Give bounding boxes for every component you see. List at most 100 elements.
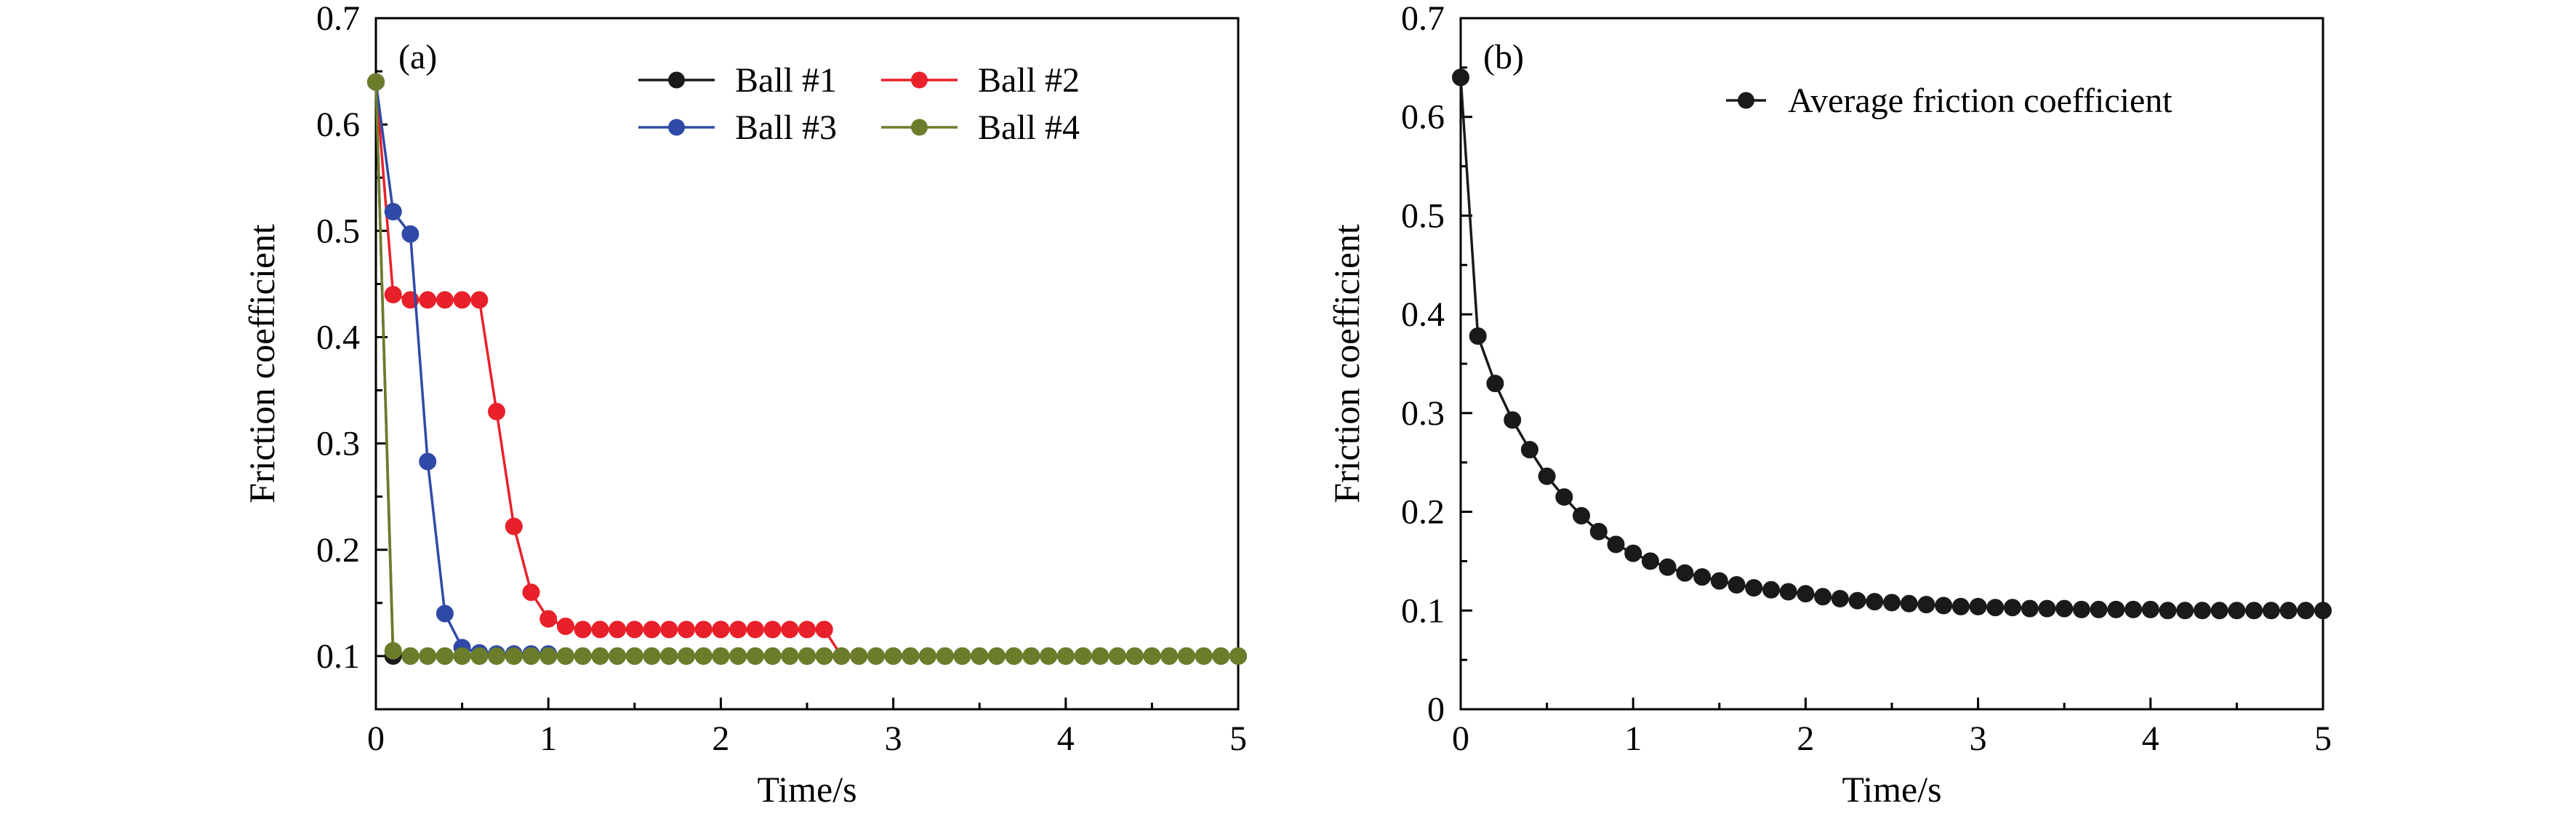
chart-panel-a: 0 1 2 3 4 5 0.1 0.2 0.3 0.4 0.5 0.6 0.7 Time/s Frictio… [241, 0, 1247, 810]
chart-a-series-line [374, 81, 549, 655]
chart-a-y-tick-label: 0.6 [316, 105, 360, 144]
chart-b-data-point [1728, 576, 1746, 594]
chart-b-data-point [1986, 599, 2005, 617]
chart-a-data-point [884, 647, 902, 665]
chart-a-data-point [815, 647, 833, 665]
chart-a-data-point [1126, 647, 1144, 665]
chart-a-data-point [678, 647, 695, 665]
chart-b-data-point [1676, 564, 1694, 582]
chart-a-data-point [746, 647, 764, 665]
chart-a-x-axis-label: Time/s [757, 769, 856, 810]
chart-a-y-tick-label: 0.3 [316, 425, 360, 463]
chart-a-series-line [374, 81, 843, 657]
chart-a-data-point [643, 647, 661, 665]
chart-b-data-point [2004, 599, 2021, 617]
chart-b-data-point [2194, 602, 2211, 620]
chart-b-data-point [1935, 596, 1953, 615]
chart-a-data-point [556, 647, 574, 665]
chart-b-data-point [2228, 602, 2246, 620]
chart-a-y-tick-label: 0.7 [316, 0, 360, 38]
chart-a-data-point [574, 647, 592, 665]
chart-a-data-point [401, 647, 420, 665]
chart-b-data-point [1814, 588, 1832, 606]
chart-a-data-point [1056, 647, 1075, 665]
chart-a-data-point [902, 647, 920, 665]
chart-b-data-point [1624, 544, 1642, 562]
chart-b-x-tick-label: 1 [1624, 719, 1642, 758]
chart-a-x-tick-label: 1 [539, 719, 557, 758]
chart-b-data-point [1797, 585, 1815, 603]
chart-b-y-tick-label: 0.7 [1401, 0, 1445, 38]
chart-b-data-point [1504, 411, 1522, 429]
chart-b-data-point [1607, 535, 1625, 554]
chart-a-data-point [453, 647, 471, 665]
chart-a-data-point [488, 402, 505, 420]
chart-b-data-point [1452, 68, 1469, 87]
chart-b-data-point [1969, 597, 1987, 615]
chart-a-data-point [505, 517, 523, 535]
chart-b-data-point [1900, 594, 1918, 612]
chart-a-data-point [419, 291, 437, 309]
chart-a-series-line [374, 81, 1238, 658]
chart-a-legend-swatch-marker [911, 71, 928, 89]
chart-a-data-point [936, 647, 954, 665]
chart-b-x-tick-label: 3 [1970, 719, 1987, 758]
chart-a-panel-label: (a) [398, 38, 437, 76]
chart-a-data-point [1091, 647, 1110, 665]
chart-b-data-point [1589, 522, 1608, 540]
chart-a-data-point [384, 642, 402, 660]
chart-a-data-point [453, 291, 471, 309]
chart-a-data-point [1195, 647, 1213, 665]
chart-a-data-point [574, 621, 592, 639]
chart-a-data-point [1005, 647, 1023, 665]
chart-a-legend-swatch-marker [668, 71, 685, 89]
chart-a-data-point [1109, 647, 1126, 665]
chart-b-data-point [2141, 600, 2159, 618]
chart-a-data-point [470, 291, 489, 309]
chart-a-data-point [436, 647, 454, 665]
chart-b-y-tick-label: 0 [1427, 690, 1445, 729]
chart-b-data-point [2124, 600, 2143, 618]
chart-a-data-point [729, 621, 747, 639]
chart-b-data-point [2021, 599, 2039, 618]
chart-b-x-tick-label: 4 [2142, 719, 2159, 758]
chart-a-data-point [1212, 647, 1230, 665]
chart-a-data-point [712, 621, 730, 639]
chart-a-y-tick-label: 0.1 [316, 637, 360, 676]
chart-a-x-tick-label: 2 [712, 719, 729, 758]
chart-a-data-point [729, 647, 747, 665]
chart-a-data-point [798, 621, 816, 639]
chart-a-data-point [556, 618, 574, 635]
chart-a-data-point [591, 647, 609, 665]
chart-b-data-point [2314, 602, 2332, 620]
chart-b-series-1 [1452, 68, 2332, 620]
chart-a-legend-label: Ball #1 [735, 61, 837, 100]
chart-b-legend-label: Average friction coefficient [1788, 81, 2172, 120]
chart-b-data-point [1917, 596, 1935, 614]
chart-a-x-tick-label: 0 [367, 719, 385, 758]
chart-a-y-tick-label: 0.2 [316, 531, 360, 570]
chart-b-data-point [2159, 602, 2177, 620]
chart-a-data-point [1229, 647, 1247, 665]
chart-b-data-point [1883, 594, 1901, 612]
chart-panel-b: 0 1 2 3 4 5 0 0.1 0.2 0.3 0.4 0.5 0.6 0.7 Time/s Fricti… [1326, 0, 2332, 810]
chart-a-data-point [1160, 647, 1179, 665]
chart-b-data-point [2090, 600, 2108, 618]
chart-b-data-point [1658, 558, 1677, 576]
chart-b-data-point [2038, 599, 2056, 618]
chart-b-y-axis-label: Friction coefficient [1326, 224, 1367, 503]
chart-a-legend-label: Ball #3 [735, 108, 837, 147]
chart-a-data-point [850, 647, 868, 665]
chart-a-data-point [763, 647, 782, 665]
chart-a-data-point [625, 621, 643, 639]
chart-a-data-point [763, 621, 782, 639]
chart-b-y-tick-label: 0.4 [1401, 295, 1445, 334]
chart-a-series-4 [367, 73, 1247, 665]
chart-a-data-point [522, 583, 540, 602]
chart-b-data-point [2210, 602, 2228, 620]
chart-a-data-point [694, 647, 713, 665]
chart-a-series-line [374, 81, 1238, 658]
chart-b-data-point [2297, 602, 2315, 620]
chart-a-x-tick-label: 3 [885, 719, 902, 758]
chart-b-y-tick-label: 0.3 [1401, 394, 1445, 433]
